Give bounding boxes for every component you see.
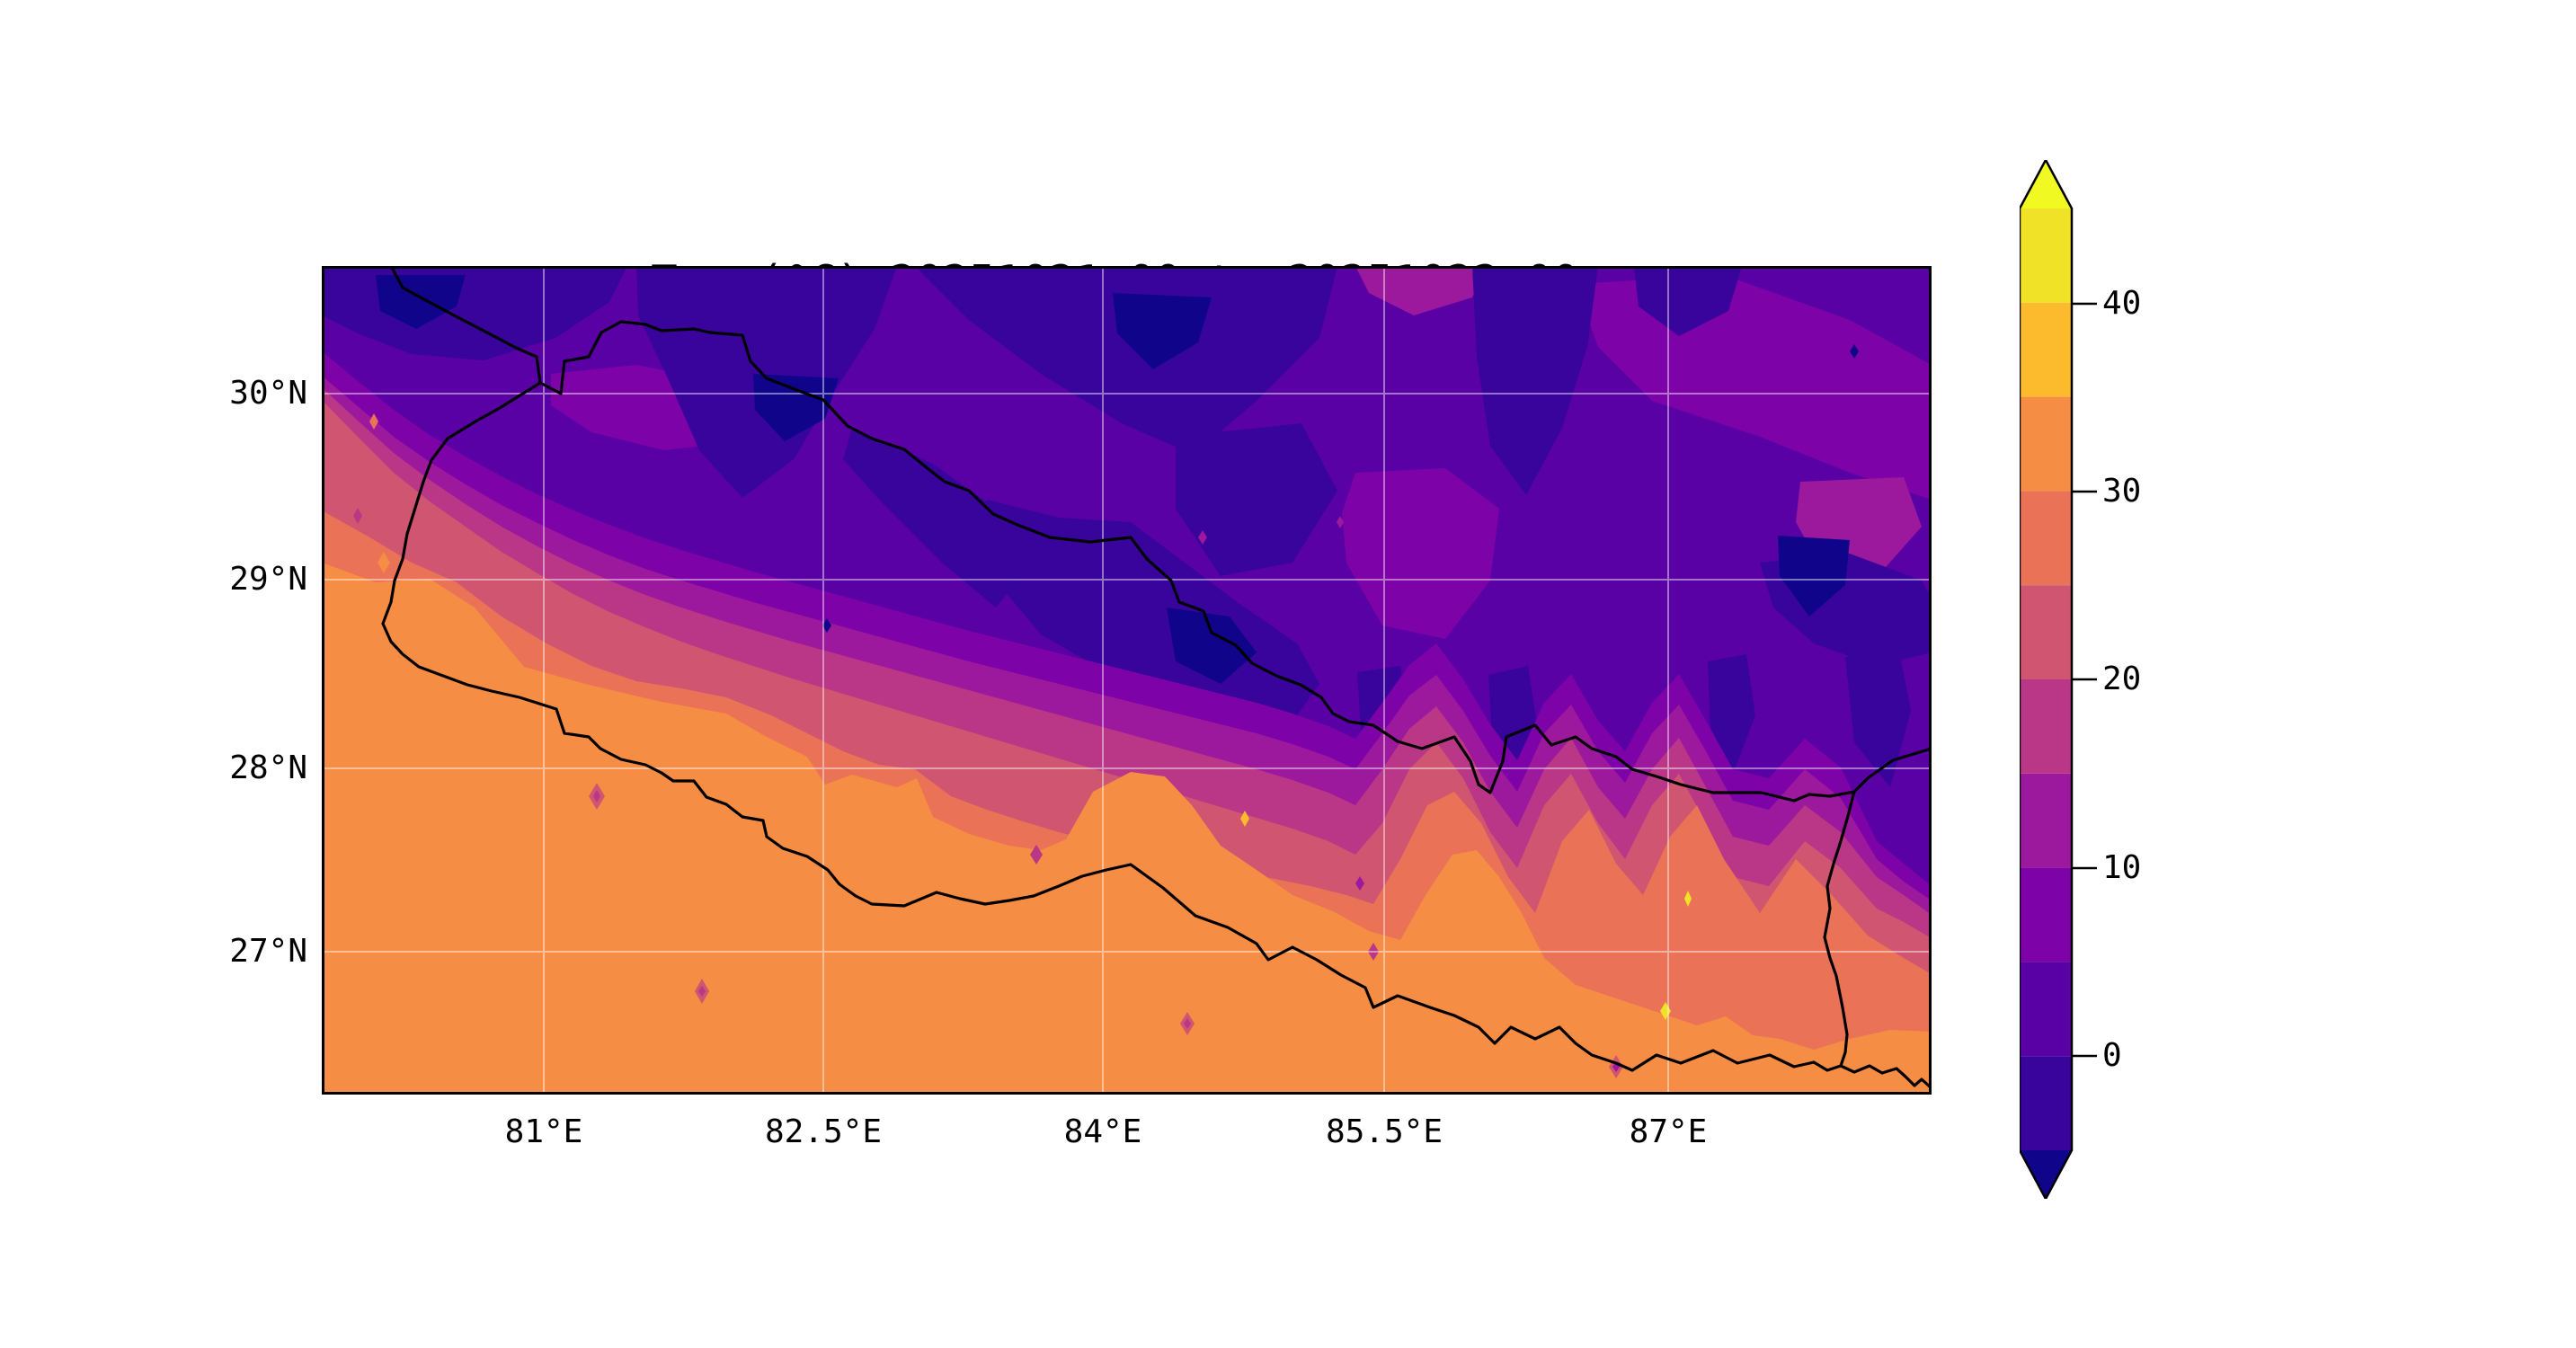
- colorbar-band-25-30: [2020, 491, 2072, 586]
- anomaly-diamond: [1184, 1018, 1191, 1029]
- colorbar-label-30: 30: [2102, 473, 2142, 510]
- colorbar-band-15-20: [2020, 679, 2072, 774]
- field-dark-blob: [376, 275, 466, 329]
- field-dark-blob: [1778, 536, 1850, 616]
- colorbar-band-0-5: [2020, 962, 2072, 1057]
- anomaly-diamond: [1337, 516, 1344, 528]
- field-navy-blob: [1708, 654, 1755, 774]
- field-navy-blob: [915, 266, 1337, 455]
- anomaly-diamond: [353, 508, 362, 524]
- colorbar-band-5-10: [2020, 867, 2072, 962]
- colorbar-label-10: 10: [2102, 849, 2142, 886]
- contour-map: [322, 266, 1932, 1095]
- graticule: [322, 266, 1932, 1095]
- anomaly-diamond: [1684, 891, 1692, 907]
- y-tick-27n: 27°N: [229, 933, 307, 970]
- anomaly-diamond: [698, 986, 706, 997]
- terrace-30-35: [322, 563, 1932, 1095]
- field-navy-blob: [843, 428, 1032, 607]
- colorbar-label-0: 0: [2102, 1037, 2122, 1074]
- anomaly-diamond: [593, 790, 600, 803]
- x-tick-82-5e: 82.5°E: [764, 1113, 883, 1150]
- colorbar-band-30-35: [2020, 396, 2072, 492]
- colorbar-band-35-40: [2020, 302, 2072, 397]
- anomaly-diamond: [1198, 530, 1207, 545]
- anomaly-diamond: [1355, 876, 1364, 891]
- colorbar-ticks: [2072, 302, 2097, 1058]
- north-border-line: [389, 266, 1932, 803]
- field-dark-blob: [753, 374, 839, 441]
- anomaly-diamond: [1240, 811, 1249, 827]
- west-south-border-line: [381, 381, 1932, 1090]
- x-tick-85-5e: 85.5°E: [1325, 1113, 1443, 1150]
- colorbar-band-40-45: [2020, 208, 2072, 303]
- x-tick-81e: 81°E: [504, 1113, 583, 1150]
- anomaly-diamond: [369, 413, 378, 430]
- field-dark-blob: [1113, 293, 1212, 369]
- anomaly-diamond: [378, 552, 390, 573]
- axes-frame: [322, 266, 1932, 1095]
- field-navy-blob: [1634, 266, 1742, 336]
- colorbar-extend-under: [2020, 1150, 2072, 1199]
- field-purple-blob: [1576, 275, 1932, 500]
- anomaly-diamond: [822, 618, 831, 633]
- colorbar-label-40: 40: [2102, 285, 2142, 322]
- map-plot: [322, 266, 1932, 1095]
- field-dark-blob: [1167, 607, 1257, 684]
- y-tick-28n: 28°N: [229, 749, 307, 786]
- colorbar-band-m5-0: [2020, 1056, 2072, 1150]
- anomaly-diamond: [1030, 845, 1043, 865]
- y-tick-29n: 29°N: [229, 561, 307, 598]
- field-navy-blob: [1472, 266, 1598, 495]
- colorbar-label-20: 20: [2102, 661, 2142, 697]
- x-tick-87e: 87°E: [1629, 1113, 1708, 1150]
- field-purple-blob: [1342, 468, 1499, 639]
- colorbar-band-10-15: [2020, 773, 2072, 868]
- field-navy-blob: [1176, 423, 1337, 576]
- east-border-line: [1823, 790, 1856, 1068]
- colorbar-extend-over: [2020, 160, 2072, 208]
- colorbar-svg: [2018, 157, 2097, 1202]
- field-navy-blob: [1845, 651, 1911, 787]
- country-boundaries: [381, 266, 1932, 1090]
- anomaly-diamond: [1850, 344, 1859, 359]
- anomaly-diamond: [1660, 1002, 1671, 1020]
- colorbar-band-20-25: [2020, 585, 2072, 679]
- field-magenta-blob: [1355, 266, 1486, 315]
- x-tick-84e: 84°E: [1063, 1113, 1142, 1150]
- colorbar: [2018, 157, 2110, 1202]
- anomaly-diamond: [1368, 943, 1379, 961]
- y-tick-30n: 30°N: [229, 375, 307, 412]
